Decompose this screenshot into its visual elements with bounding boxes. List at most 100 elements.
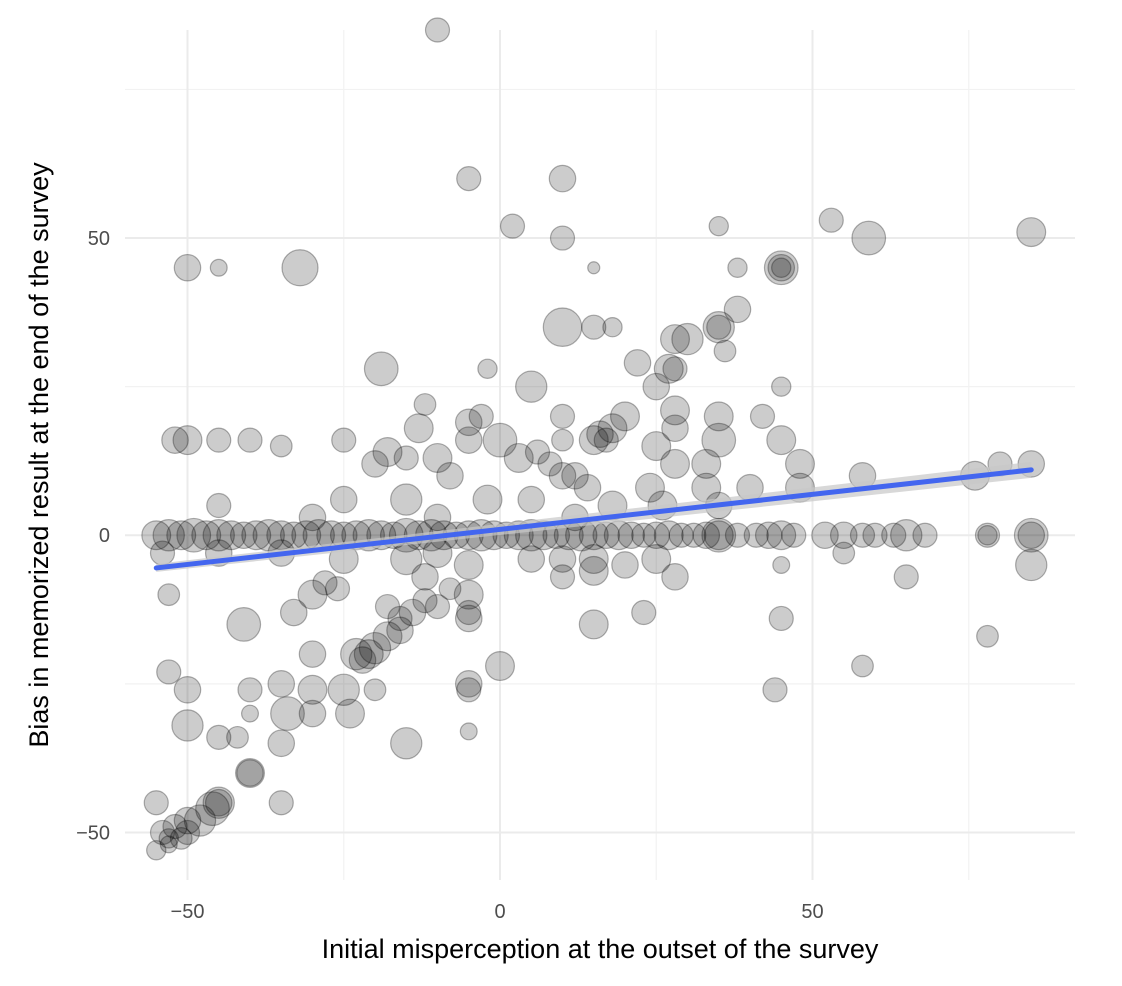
data-point <box>206 724 232 750</box>
data-point <box>422 442 453 473</box>
data-point <box>763 250 799 286</box>
data-point <box>749 403 776 429</box>
data-point <box>862 522 888 548</box>
data-point <box>241 520 272 551</box>
data-point <box>158 828 179 849</box>
data-point <box>549 403 576 429</box>
data-point <box>517 485 546 514</box>
data-point <box>267 670 296 698</box>
data-point <box>459 722 478 741</box>
data-point <box>890 519 923 552</box>
data-point <box>517 545 546 573</box>
data-point <box>767 253 796 282</box>
data-point <box>727 257 748 278</box>
data-point <box>327 673 360 706</box>
data-point <box>363 351 399 387</box>
data-point <box>329 485 358 514</box>
data-point <box>706 314 732 340</box>
data-point <box>642 521 671 550</box>
data-point <box>456 166 482 192</box>
data-point <box>713 339 737 363</box>
data-point <box>611 551 639 579</box>
data-point <box>549 564 576 590</box>
data-point <box>768 605 794 632</box>
data-point <box>662 356 688 382</box>
data-point <box>195 791 230 827</box>
data-point <box>754 521 783 550</box>
major-gridlines <box>125 30 1075 880</box>
data-point <box>772 555 791 574</box>
data-point <box>661 563 689 591</box>
data-point <box>372 621 403 652</box>
data-point <box>829 521 858 550</box>
x-tick-label: −50 <box>171 901 205 923</box>
data-point <box>297 674 328 705</box>
data-point <box>766 520 797 551</box>
data-point <box>174 819 201 846</box>
data-point <box>423 503 452 532</box>
data-point <box>363 678 387 702</box>
data-point <box>881 522 907 548</box>
data-point <box>171 709 204 742</box>
data-point <box>454 426 483 454</box>
data-point <box>849 522 876 548</box>
data-point <box>173 675 202 704</box>
y-tick-label: −50 <box>76 822 110 844</box>
data-point <box>485 651 516 682</box>
data-point <box>157 583 181 607</box>
data-point <box>671 322 704 356</box>
data-point <box>202 519 235 552</box>
data-point <box>548 462 577 490</box>
y-tick-label: 0 <box>99 525 110 547</box>
data-point <box>661 414 689 443</box>
data-point <box>298 503 327 532</box>
data-point <box>482 422 518 458</box>
data-point <box>1017 521 1046 550</box>
data-point <box>411 563 439 591</box>
data-point <box>976 624 999 648</box>
data-point <box>152 519 185 552</box>
data-point <box>468 403 494 429</box>
data-point <box>143 790 169 816</box>
data-point <box>229 521 258 550</box>
data-point <box>631 599 657 626</box>
data-point <box>578 425 609 456</box>
data-point <box>537 451 563 477</box>
data-point <box>597 413 628 444</box>
data-point <box>515 370 548 403</box>
data-point <box>617 521 646 550</box>
data-point <box>412 588 438 614</box>
data-point <box>279 598 308 627</box>
data-point <box>387 605 413 632</box>
data-point <box>653 353 684 384</box>
data-point <box>586 420 614 448</box>
data-point <box>578 555 609 586</box>
data-point <box>236 759 264 787</box>
data-point <box>172 425 203 456</box>
data-point <box>353 639 384 670</box>
data-point <box>324 576 351 602</box>
x-tick-label: 0 <box>494 901 505 923</box>
data-point <box>659 448 690 479</box>
data-point <box>668 522 694 548</box>
data-point <box>832 541 856 565</box>
data-point <box>692 521 721 550</box>
data-point <box>548 545 577 573</box>
data-point <box>298 640 327 668</box>
data-point <box>281 249 319 287</box>
data-point <box>609 401 640 432</box>
data-point <box>374 593 401 620</box>
data-point <box>743 522 769 548</box>
data-point <box>587 261 601 275</box>
data-point <box>477 358 498 380</box>
y-axis-ticks: −50 0 50 <box>76 228 110 844</box>
data-point <box>403 413 434 444</box>
data-point <box>642 372 671 401</box>
data-point <box>771 376 792 397</box>
data-point <box>766 425 797 456</box>
data-point <box>162 813 188 840</box>
data-point <box>340 637 373 671</box>
data-point <box>226 607 262 642</box>
data-point <box>358 631 392 665</box>
